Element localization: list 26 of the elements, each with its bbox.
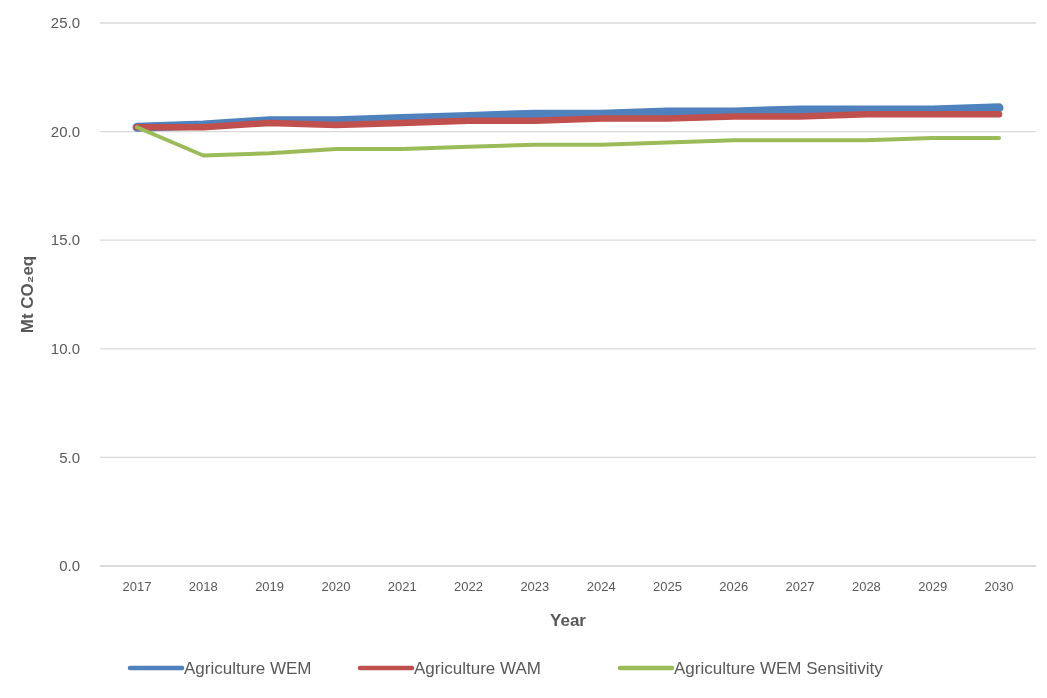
- x-tick-label: 2020: [321, 579, 351, 594]
- legend-label: Agriculture WAM: [414, 659, 541, 678]
- y-tick-label: 10.0: [50, 340, 80, 358]
- x-tick-label: 2027: [785, 579, 815, 594]
- x-tick-label: 2021: [387, 579, 417, 594]
- line-series: [135, 125, 1001, 158]
- x-tick-label: 2023: [520, 579, 550, 594]
- x-tick-label: 2024: [586, 579, 616, 594]
- x-tick-label: 2026: [719, 579, 749, 594]
- x-tick-label: 2028: [851, 579, 881, 594]
- y-tick-label: 15.0: [50, 231, 80, 249]
- legend-label: Agriculture WEM: [184, 659, 312, 678]
- x-axis-title: Year: [550, 611, 587, 630]
- x-tick-label: 2025: [653, 579, 682, 594]
- x-tick-label: 2029: [918, 579, 948, 594]
- x-tick-label: 2030: [984, 579, 1014, 594]
- x-tick-label: 2017: [122, 579, 152, 594]
- y-axis-title: Mt CO₂eq: [18, 255, 37, 334]
- y-tick-label: 25.0: [50, 14, 80, 32]
- x-tick-label: 2019: [255, 579, 285, 594]
- y-tick-label: 0.0: [59, 557, 80, 575]
- y-tick-label: 5.0: [59, 448, 80, 466]
- x-tick-label: 2022: [454, 579, 483, 594]
- x-tick-label: 2018: [188, 579, 218, 594]
- legend-label: Agriculture WEM Sensitivity: [674, 659, 884, 678]
- y-tick-label: 20.0: [50, 122, 80, 140]
